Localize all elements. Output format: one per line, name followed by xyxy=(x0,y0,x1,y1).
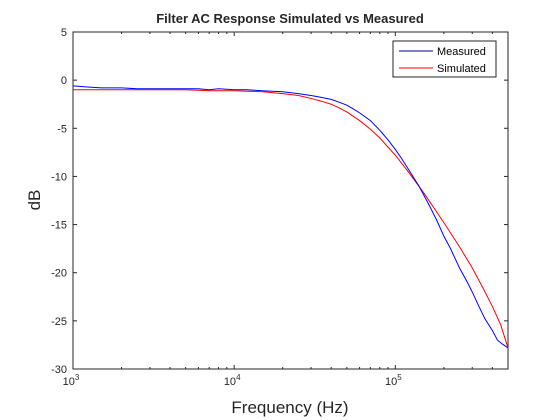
series-line-measured xyxy=(72,85,509,349)
y-axis-label: dB xyxy=(25,190,44,211)
y-tick-label-5: -20 xyxy=(51,268,67,280)
legend-label-measured: Measured xyxy=(437,46,486,58)
x-tick-label-0: 103 xyxy=(63,373,80,388)
y-tick-label-2: -5 xyxy=(57,123,67,135)
plot-frame xyxy=(72,31,509,370)
y-tick-label-0: 5 xyxy=(61,27,67,39)
x-tick-label-1: 104 xyxy=(224,373,241,388)
x-tick-label-2: 105 xyxy=(385,373,402,388)
y-tick-label-3: -10 xyxy=(51,171,67,183)
legend: Measured Simulated xyxy=(392,40,497,78)
series-line-simulated xyxy=(73,89,509,348)
legend-box xyxy=(392,40,497,78)
y-tick-label-1: 0 xyxy=(61,75,67,87)
y-tick-label-6: -25 xyxy=(51,316,67,328)
chart-title: Filter AC Response Simulated vs Measured xyxy=(156,11,424,26)
legend-label-simulated: Simulated xyxy=(437,63,486,75)
x-axis-label: Frequency (Hz) xyxy=(231,398,348,417)
series-layer xyxy=(72,85,509,349)
y-tick-label-4: -15 xyxy=(51,220,67,232)
y-tick-label-7: -30 xyxy=(51,364,67,376)
